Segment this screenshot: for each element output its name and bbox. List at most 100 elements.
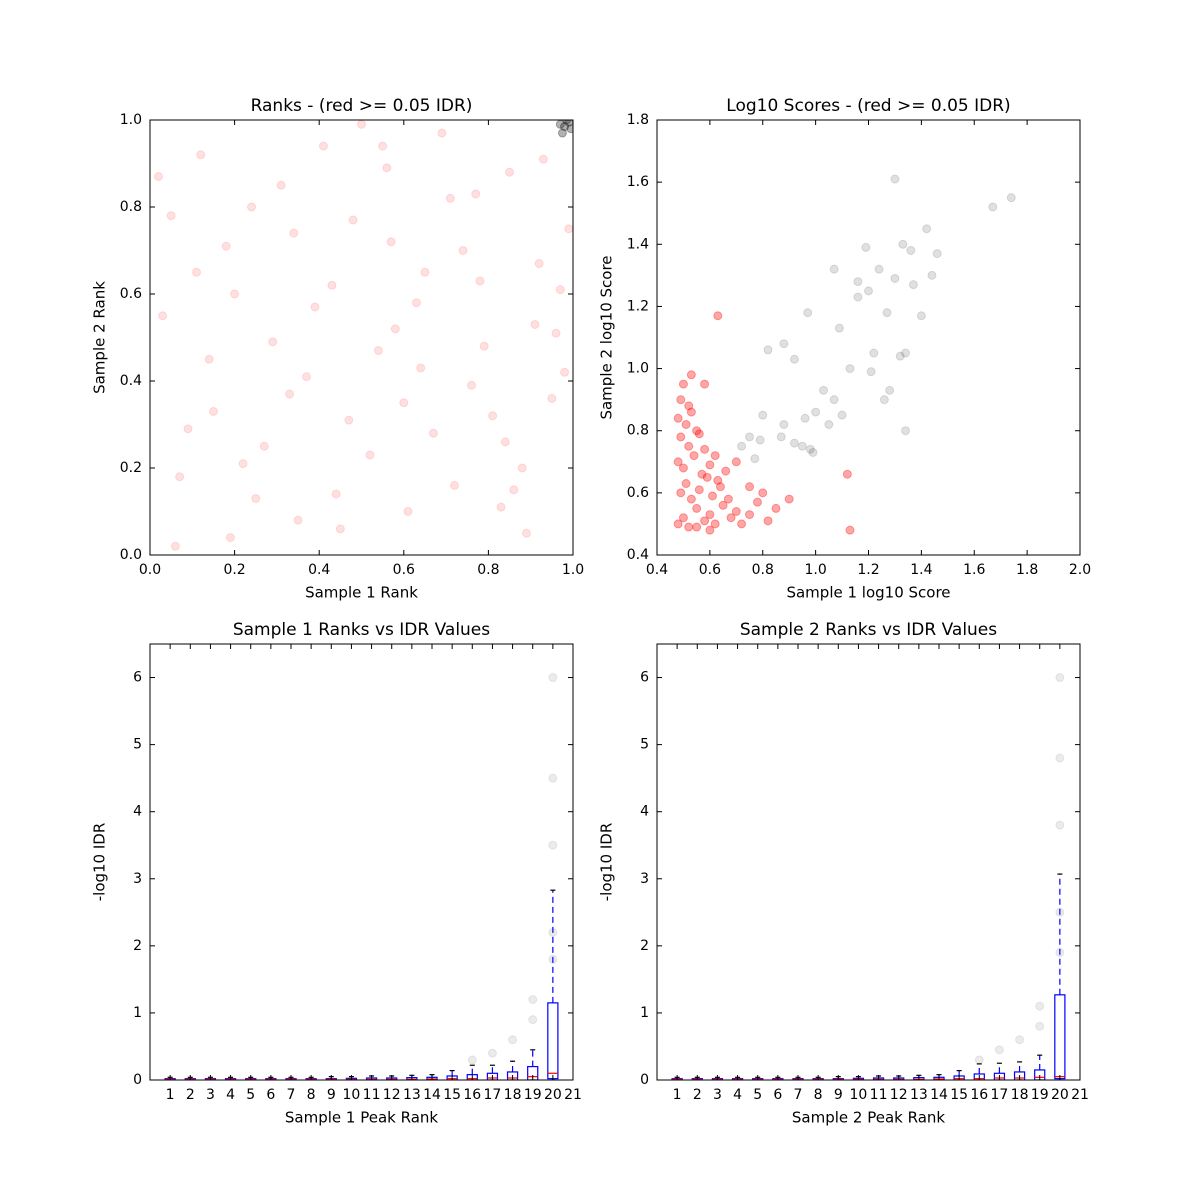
y-tick-label: 1	[133, 1005, 142, 1021]
x-tick-label: 17	[484, 1087, 502, 1103]
point	[726, 513, 736, 523]
point	[697, 469, 707, 479]
subplot: 0.4 0.6 0.8 1.0 1.2 1.4 1.6 1.8 2.0 0.4 0.6 0.8 1.0 1…	[598, 96, 1092, 602]
x-axis-label: Sample 2 Peak Rank	[792, 1109, 945, 1127]
x-tick-label: 0.6	[393, 562, 415, 578]
point	[932, 249, 942, 259]
point	[681, 420, 691, 429]
point	[684, 441, 694, 451]
axes-frame	[656, 643, 1081, 1081]
x-tick-label: 21	[564, 1087, 582, 1103]
point	[403, 507, 413, 516]
point	[715, 482, 725, 492]
point	[779, 339, 789, 349]
y-tick-label: 0.0	[120, 547, 142, 563]
y-tick-label: 5	[640, 737, 649, 753]
point	[517, 463, 527, 473]
point	[158, 311, 168, 321]
point	[505, 167, 515, 177]
point	[713, 311, 723, 321]
y-tick-label: 2	[640, 938, 649, 954]
x-tick-label: 4	[733, 1087, 742, 1103]
point	[927, 270, 937, 280]
x-tick-label: 13	[910, 1087, 928, 1103]
x-tick-label: 1.6	[963, 562, 985, 578]
x-tick-label: 1.0	[804, 562, 826, 578]
point	[293, 515, 303, 525]
point	[702, 472, 712, 482]
plot-area	[673, 174, 1016, 535]
chart-title: Sample 1 Ranks vs IDR Values	[233, 620, 490, 640]
point	[508, 1035, 518, 1045]
point	[819, 385, 829, 395]
point	[411, 298, 421, 308]
point	[803, 308, 813, 318]
x-tick-label: 18	[1011, 1087, 1029, 1103]
point	[895, 351, 905, 361]
point	[731, 507, 741, 516]
point	[548, 773, 558, 783]
x-tick-label: 16	[463, 1087, 481, 1103]
point	[908, 280, 918, 290]
point	[755, 435, 765, 445]
point	[1055, 820, 1065, 830]
point	[779, 420, 789, 429]
point	[1055, 673, 1065, 683]
x-tick-label: 0.2	[223, 562, 245, 578]
point	[1015, 1035, 1025, 1045]
point	[310, 302, 320, 312]
point	[882, 308, 892, 318]
y-tick-label: 0.8	[120, 199, 142, 215]
point	[745, 510, 755, 520]
x-tick-label: 1	[166, 1087, 175, 1103]
y-tick-label: 1.2	[627, 298, 649, 314]
point	[488, 411, 498, 421]
point	[789, 438, 799, 448]
point	[758, 410, 768, 420]
box	[506, 1071, 519, 1080]
point	[1055, 753, 1065, 763]
point	[692, 426, 702, 436]
point	[230, 289, 240, 299]
point	[808, 447, 818, 457]
point	[800, 413, 810, 423]
point	[183, 424, 193, 434]
point	[686, 407, 696, 417]
y-tick-label: 3	[133, 871, 142, 887]
point	[509, 485, 519, 495]
y-tick-label: 6	[133, 670, 142, 686]
point	[723, 494, 733, 504]
point	[676, 488, 686, 498]
y-axis-label: Sample 2 log10 Score	[598, 255, 616, 419]
box	[993, 1072, 1006, 1080]
point	[901, 348, 911, 358]
point	[745, 432, 755, 442]
point	[175, 472, 185, 482]
x-tick-label: 12	[383, 1087, 401, 1103]
point	[500, 437, 510, 447]
box	[973, 1073, 985, 1080]
box	[1054, 994, 1066, 1080]
point	[1035, 1001, 1045, 1011]
x-tick-label: 19	[1031, 1087, 1049, 1103]
point	[901, 426, 911, 436]
point	[837, 410, 847, 420]
point	[898, 239, 908, 249]
x-tick-label: 0.0	[139, 562, 161, 578]
point	[560, 367, 570, 377]
point	[869, 348, 879, 358]
point	[879, 395, 889, 405]
point	[797, 441, 807, 451]
point	[784, 494, 794, 504]
x-tick-label: 6	[266, 1087, 275, 1103]
point	[416, 363, 426, 373]
point	[906, 246, 916, 255]
point	[548, 840, 558, 850]
point	[548, 673, 558, 683]
y-tick-label: 0	[133, 1072, 142, 1088]
point	[673, 457, 683, 467]
point	[276, 180, 286, 190]
y-tick-label: 0.4	[120, 373, 142, 389]
point	[853, 277, 863, 287]
plot-area	[164, 673, 559, 1080]
